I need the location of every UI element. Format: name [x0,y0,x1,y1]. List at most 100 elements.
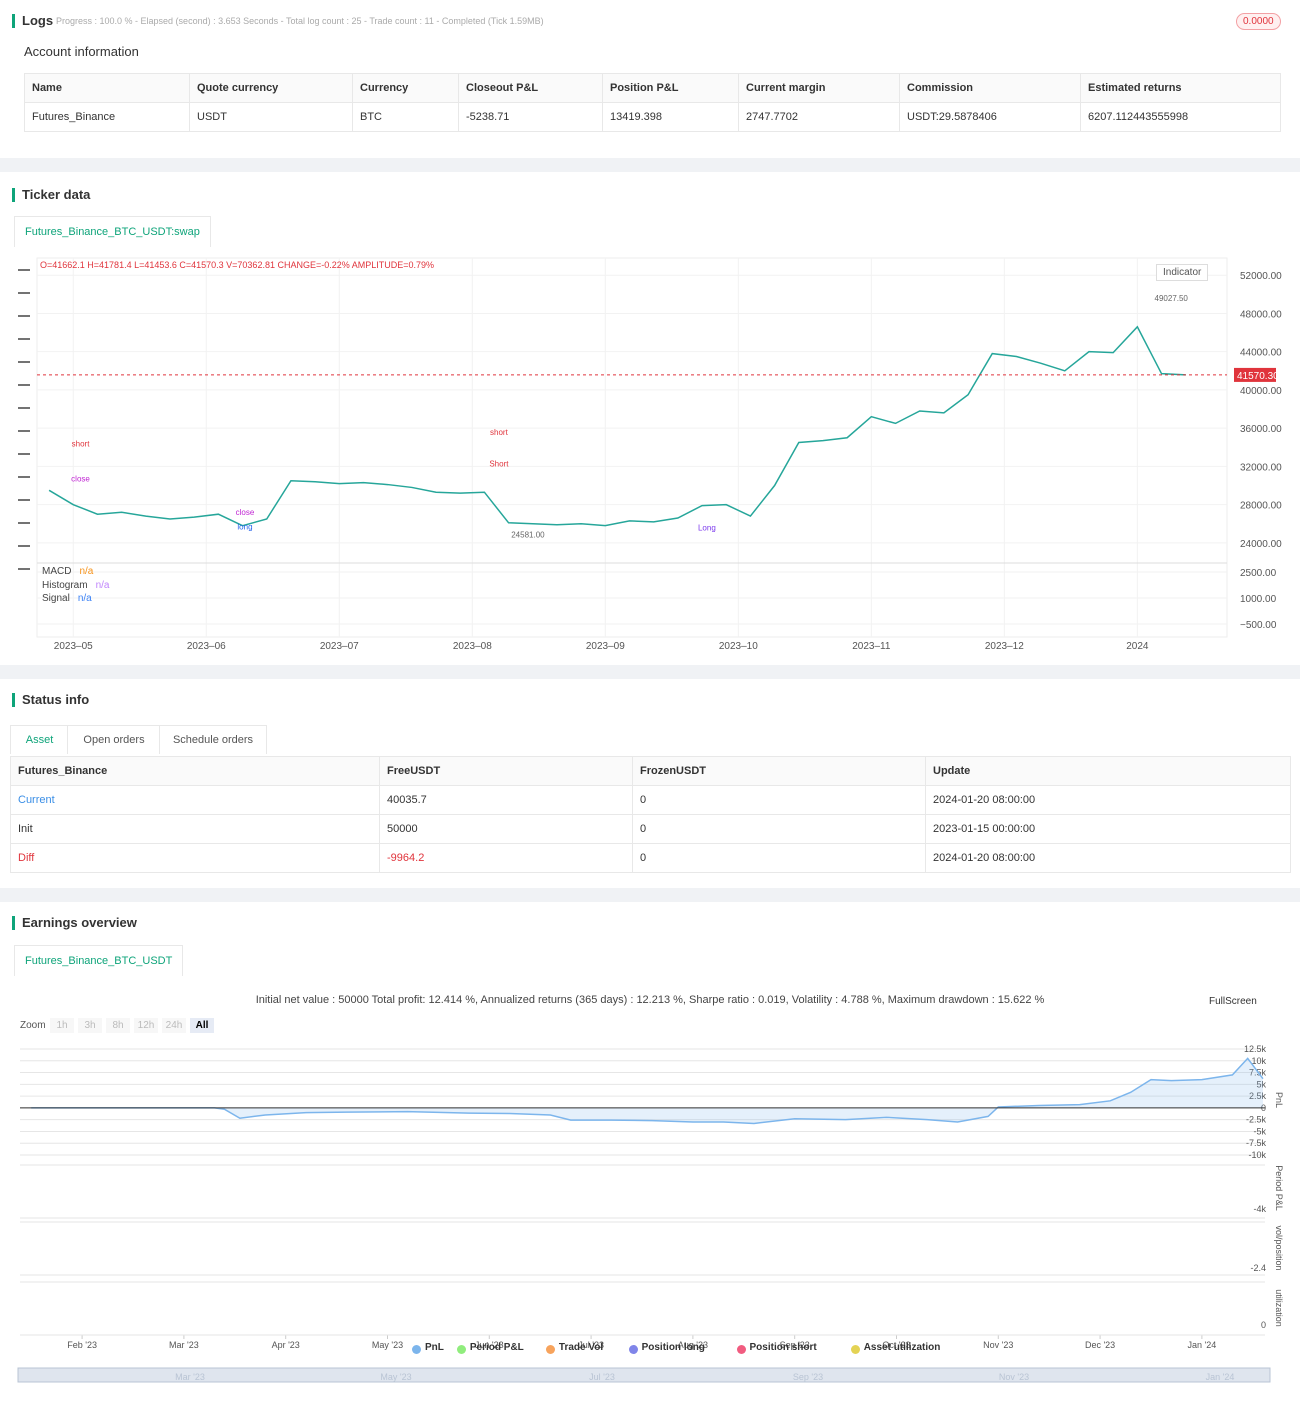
x-tick-label: Sep '23 [780,1340,810,1350]
zoom-button[interactable]: 12h [134,1018,158,1033]
legend-item[interactable]: Position long [641,1342,705,1353]
header-cell: Position P&L [602,73,739,103]
x-tick-label: Mar '23 [169,1340,199,1350]
cell: 2023-01-15 00:00:00 [925,814,1291,844]
cell: BTC [352,102,459,132]
annotation: 49027.50 [1155,294,1189,303]
header-cell: FrozenUSDT [632,756,926,786]
header-cell: Name [24,73,190,103]
y-tick-label: 12.5k [1244,1044,1267,1054]
zoom-button[interactable]: 1h [50,1018,74,1033]
cell: 2024-01-20 08:00:00 [925,785,1291,815]
header-cell: Commission [899,73,1081,103]
navigator-label: Mar '23 [175,1372,205,1382]
legend-marker [545,1345,555,1354]
x-tick-label: 2024 [1126,641,1149,652]
navigator-label: Nov '23 [999,1372,1029,1382]
indicator-button[interactable]: Indicator [1156,264,1209,281]
header-cell: Estimated returns [1080,73,1281,103]
y-tick-label: 5k [1256,1079,1266,1089]
legend-marker [412,1345,421,1354]
y-tick-label: 40000.00 [1240,386,1282,397]
legend-item[interactable]: Period P&L [469,1342,524,1353]
badge: 0.0000 [1236,13,1281,30]
navigator-label: Sep '23 [793,1372,823,1382]
row: Futures_Binance USDT BTC -5238.71 13419.398 2… [24,102,1281,132]
legend-item[interactable]: Trade Vol [558,1342,604,1353]
axis-title: PnL [1274,1092,1284,1108]
annotation: close [71,475,90,484]
header-cell: Closeout P&L [458,73,603,103]
cell: 2747.7702 [738,102,900,132]
y-tick-label: 2.5k [1249,1091,1267,1101]
legend-item: Histogram n/a [42,579,109,593]
cell: Current [10,785,380,815]
navigator [17,1367,1271,1383]
x-tick-label: Aug '23 [678,1340,708,1350]
section-title: Earnings overview [12,916,137,930]
row: Init 50000 0 2023-01-15 00:00:00 [10,814,1291,844]
cell: -9964.2 [379,843,633,873]
axis-title: utilization [1274,1289,1284,1327]
plot-border [36,257,1228,638]
last-price-label: 41570.30 [1237,371,1279,382]
x-tick-label: May '23 [372,1340,403,1350]
annotation: short [72,439,91,448]
zoom-button[interactable]: 24h [162,1018,186,1033]
tab[interactable]: Futures_Binance_BTC_USDT [14,945,184,976]
x-tick-label: 2023–11 [852,641,891,652]
legend-name: Histogram [42,579,88,591]
row: Current 40035.7 0 2024-01-20 08:00:00 [10,785,1291,815]
section-title: Status info [12,693,89,707]
cell: Diff [10,843,380,873]
legend-name: Signal [42,593,70,604]
x-tick-label: Jul '23 [578,1340,604,1350]
legend-item[interactable]: PnL [425,1342,444,1353]
y-tick-label: 10k [1251,1056,1266,1066]
annotation: short [490,428,509,437]
row: Diff -9964.2 0 2024-01-20 08:00:00 [10,843,1291,873]
zoom-button[interactable]: All [190,1018,214,1033]
section-title: Ticker data [12,188,90,202]
legend-item[interactable]: Asset utilization [863,1342,941,1353]
section-title: Logs [12,14,53,28]
tab[interactable]: Schedule orders [159,725,267,754]
x-tick-label: 2023–08 [453,641,492,652]
y-tick-label: -7.5k [1246,1138,1267,1148]
zoom-button[interactable]: 8h [106,1018,130,1033]
legend-item: Signal n/a [42,592,109,606]
legend-marker [850,1345,860,1354]
header-cell: Currency [352,73,459,103]
x-tick-label: Jun '23 [475,1340,504,1350]
cell: Init [10,814,380,844]
x-tick-label: Dec '23 [1085,1340,1115,1350]
y-tick-label: 48000.00 [1240,309,1282,320]
x-tick-label: 2023–05 [54,641,93,652]
tab[interactable]: Open orders [67,725,161,754]
x-tick-label: Feb '23 [67,1340,97,1350]
header-cell: Update [925,756,1291,786]
tab[interactable]: Asset [10,725,69,754]
axis-title: vol/position [1274,1225,1284,1270]
y-tick-label: 1000.00 [1240,594,1277,605]
cell: 6207.112443555998 [1080,102,1281,132]
ohlc: O=41662.1 H=41781.4 L=41453.6 C=41570.3 … [40,260,435,270]
x-tick-label: 2023–07 [320,641,359,652]
zoom-button[interactable]: 3h [78,1018,102,1033]
separator [0,665,1300,679]
pane-label: -4k [1253,1204,1266,1214]
header-cell: Futures_Binance [10,756,380,786]
fullscreen-button[interactable]: FullScreen [1209,996,1257,1007]
y-tick-label: -5k [1253,1126,1266,1136]
header-row: Name Quote currency Currency Closeout P&L Po… [24,73,1281,103]
y-tick-label: 28000.00 [1240,501,1282,512]
legend-value: n/a [95,579,110,591]
cell: 0 [632,785,926,815]
navigator-label: May '23 [380,1372,411,1382]
legend-item[interactable]: Position short [749,1342,817,1353]
y-tick-label: 2500.00 [1240,568,1277,579]
tab[interactable]: Futures_Binance_BTC_USDT:swap [14,216,211,247]
y-tick-label: 44000.00 [1240,348,1282,359]
separator [0,888,1300,902]
